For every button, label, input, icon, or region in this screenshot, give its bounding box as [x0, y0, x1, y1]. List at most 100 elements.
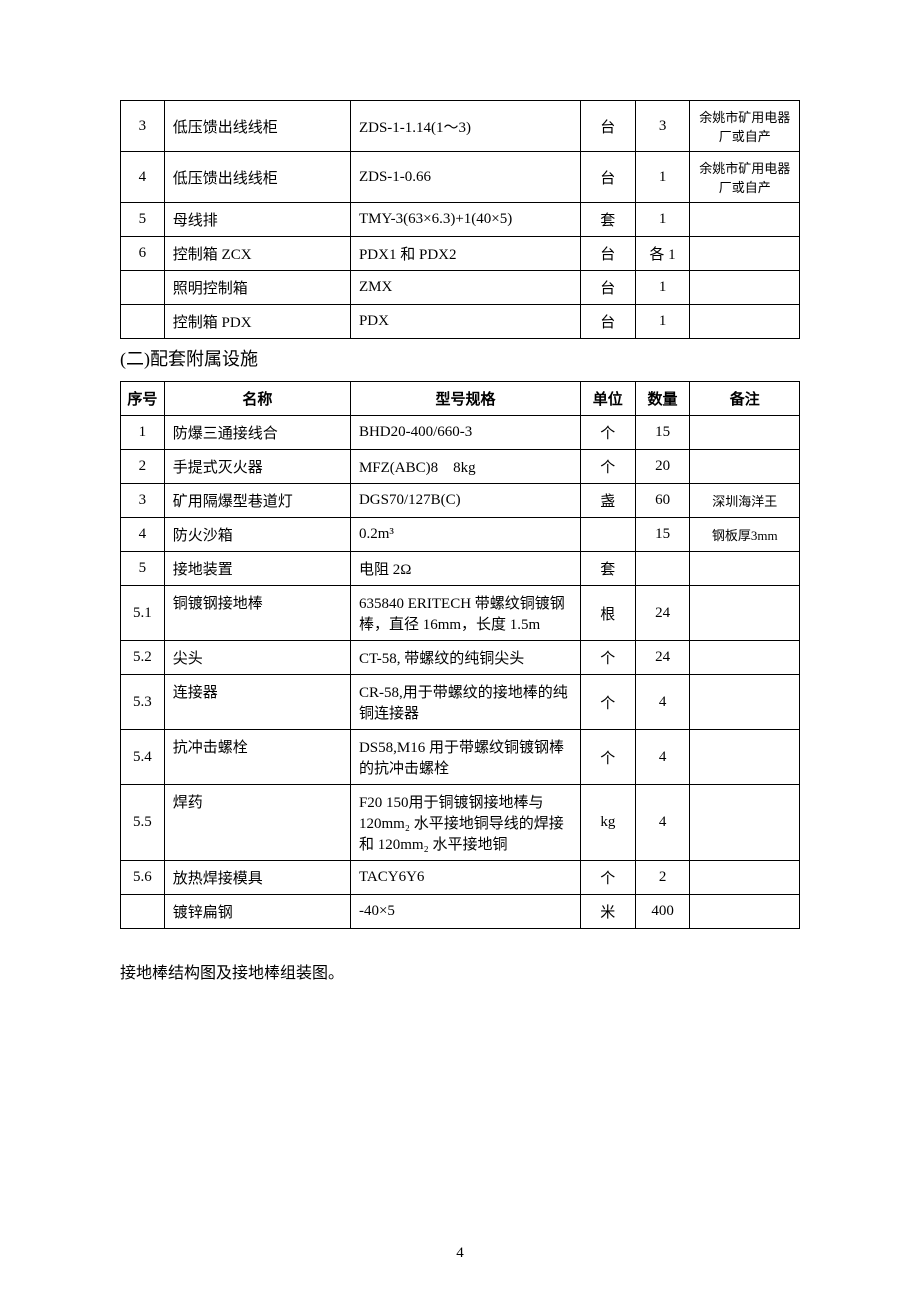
cell-unit: 台 [580, 305, 635, 339]
table-row: 5.4抗冲击螺栓DS58,M16 用于带螺纹铜镀钢棒的抗冲击螺栓个4 [121, 730, 800, 785]
cell-spec: PDX [350, 305, 580, 339]
cell-qty: 1 [635, 152, 690, 203]
cell-unit: 根 [580, 586, 635, 641]
cell-idx: 2 [121, 450, 165, 484]
cell-name: 矿用隔爆型巷道灯 [164, 484, 350, 518]
table-row: 3矿用隔爆型巷道灯DGS70/127B(C)盏60深圳海洋王 [121, 484, 800, 518]
cell-idx [121, 895, 165, 929]
section-heading: (二)配套附属设施 [120, 345, 800, 371]
cell-name: 连接器 [164, 675, 350, 730]
cell-spec: BHD20-400/660-3 [350, 416, 580, 450]
cell-unit: 个 [580, 730, 635, 785]
cell-qty: 400 [635, 895, 690, 929]
table-2: 序号 名称 型号规格 单位 数量 备注 1防爆三通接线合BHD20-400/66… [120, 381, 800, 929]
cell-note [690, 785, 800, 861]
cell-note [690, 675, 800, 730]
cell-unit: 个 [580, 450, 635, 484]
cell-name: 低压馈出线线柜 [164, 101, 350, 152]
table-header-row: 序号 名称 型号规格 单位 数量 备注 [121, 382, 800, 416]
col-header-spec: 型号规格 [350, 382, 580, 416]
cell-note [690, 271, 800, 305]
cell-idx: 1 [121, 416, 165, 450]
cell-note [690, 237, 800, 271]
cell-note [690, 552, 800, 586]
cell-unit: 个 [580, 641, 635, 675]
table-row: 4低压馈出线线柜ZDS-1-0.66台1余姚市矿用电器厂或自产 [121, 152, 800, 203]
table-row: 5.6放热焊接模具TACY6Y6个2 [121, 861, 800, 895]
cell-unit [580, 518, 635, 552]
cell-note [690, 730, 800, 785]
table-row: 5.5焊药F20 150用于铜镀钢接地棒与120mm₂ 水平接地铜导线的焊接和 … [121, 785, 800, 861]
col-header-qty: 数量 [635, 382, 690, 416]
cell-spec: DS58,M16 用于带螺纹铜镀钢棒的抗冲击螺栓 [350, 730, 580, 785]
cell-idx: 5.3 [121, 675, 165, 730]
bottom-text: 接地棒结构图及接地棒组装图。 [120, 959, 800, 983]
cell-note [690, 861, 800, 895]
cell-spec: ZDS-1-0.66 [350, 152, 580, 203]
cell-qty: 24 [635, 586, 690, 641]
cell-name: 焊药 [164, 785, 350, 861]
cell-idx: 3 [121, 101, 165, 152]
cell-qty: 3 [635, 101, 690, 152]
cell-qty: 4 [635, 730, 690, 785]
cell-qty: 各 1 [635, 237, 690, 271]
cell-name: 控制箱 PDX [164, 305, 350, 339]
cell-note [690, 895, 800, 929]
cell-idx: 5.6 [121, 861, 165, 895]
cell-spec: F20 150用于铜镀钢接地棒与120mm₂ 水平接地铜导线的焊接和 120mm… [350, 785, 580, 861]
table-row: 5.3连接器CR-58,用于带螺纹的接地棒的纯铜连接器个4 [121, 675, 800, 730]
col-header-idx: 序号 [121, 382, 165, 416]
cell-spec: ZDS-1-1.14(1～3) [350, 101, 580, 152]
cell-idx: 5.2 [121, 641, 165, 675]
table-row: 3低压馈出线线柜ZDS-1-1.14(1～3)台3余姚市矿用电器厂或自产 [121, 101, 800, 152]
cell-note: 余姚市矿用电器厂或自产 [690, 101, 800, 152]
cell-spec: TMY-3(63×6.3)+1(40×5) [350, 203, 580, 237]
table-row: 5母线排TMY-3(63×6.3)+1(40×5)套1 [121, 203, 800, 237]
cell-qty: 15 [635, 416, 690, 450]
cell-unit: 个 [580, 675, 635, 730]
cell-unit: 盏 [580, 484, 635, 518]
cell-spec: PDX1 和 PDX2 [350, 237, 580, 271]
cell-unit: 台 [580, 101, 635, 152]
cell-unit: kg [580, 785, 635, 861]
cell-qty: 60 [635, 484, 690, 518]
cell-unit: 台 [580, 152, 635, 203]
table-1: 3低压馈出线线柜ZDS-1-1.14(1～3)台3余姚市矿用电器厂或自产4低压馈… [120, 100, 800, 339]
cell-note [690, 203, 800, 237]
cell-name: 镀锌扁钢 [164, 895, 350, 929]
cell-idx: 6 [121, 237, 165, 271]
cell-name: 低压馈出线线柜 [164, 152, 350, 203]
cell-name: 母线排 [164, 203, 350, 237]
cell-unit: 个 [580, 861, 635, 895]
cell-qty: 1 [635, 271, 690, 305]
table-row: 控制箱 PDXPDX台1 [121, 305, 800, 339]
cell-note: 钢板厚3mm [690, 518, 800, 552]
cell-qty: 24 [635, 641, 690, 675]
cell-name: 放热焊接模具 [164, 861, 350, 895]
cell-idx: 5.5 [121, 785, 165, 861]
cell-idx: 5 [121, 203, 165, 237]
cell-unit: 个 [580, 416, 635, 450]
table-row: 镀锌扁钢-40×5米400 [121, 895, 800, 929]
cell-name: 抗冲击螺栓 [164, 730, 350, 785]
cell-spec: DGS70/127B(C) [350, 484, 580, 518]
col-header-name: 名称 [164, 382, 350, 416]
cell-note: 余姚市矿用电器厂或自产 [690, 152, 800, 203]
cell-name: 尖头 [164, 641, 350, 675]
cell-name: 手提式灭火器 [164, 450, 350, 484]
cell-spec: 0.2m³ [350, 518, 580, 552]
cell-idx: 5 [121, 552, 165, 586]
col-header-note: 备注 [690, 382, 800, 416]
cell-note [690, 586, 800, 641]
table-row: 4防火沙箱0.2m³15钢板厚3mm [121, 518, 800, 552]
cell-unit: 米 [580, 895, 635, 929]
cell-name: 铜镀钢接地棒 [164, 586, 350, 641]
col-header-unit: 单位 [580, 382, 635, 416]
cell-unit: 台 [580, 271, 635, 305]
cell-name: 防爆三通接线合 [164, 416, 350, 450]
table-row: 2手提式灭火器MFZ(ABC)8 8kg个20 [121, 450, 800, 484]
cell-spec: TACY6Y6 [350, 861, 580, 895]
cell-unit: 套 [580, 552, 635, 586]
cell-idx [121, 305, 165, 339]
cell-idx: 4 [121, 518, 165, 552]
